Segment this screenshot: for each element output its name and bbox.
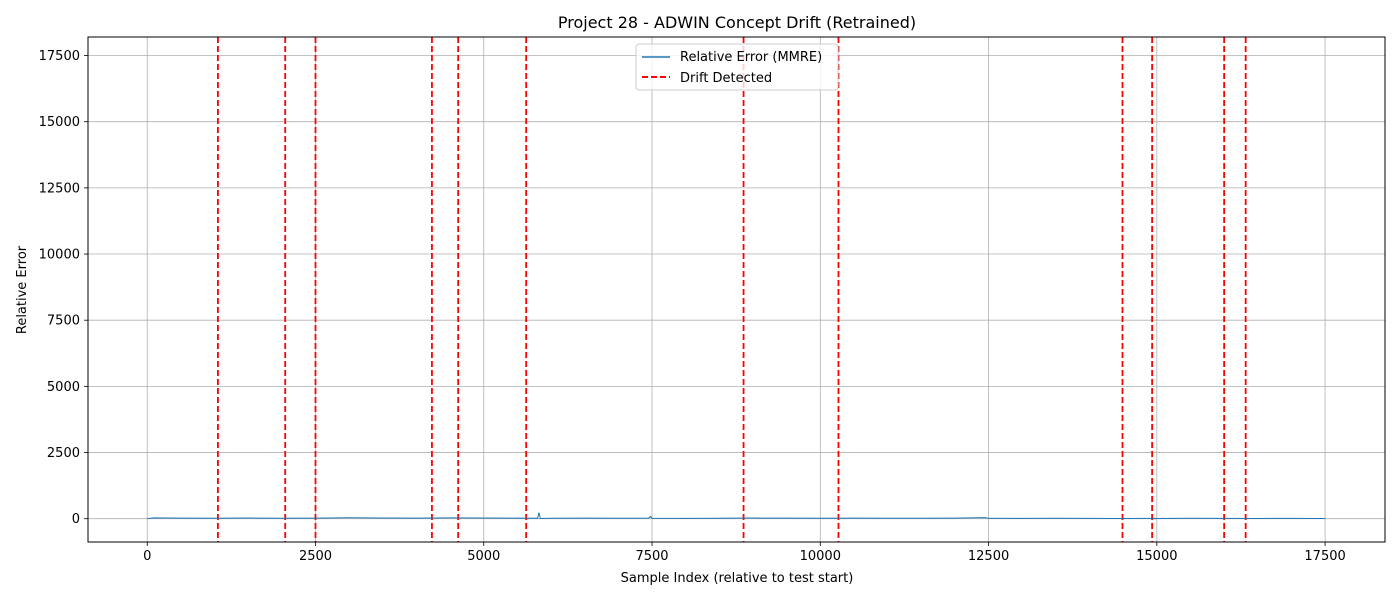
x-tick-label: 5000	[467, 549, 500, 564]
drift-lines	[217, 37, 1247, 542]
legend: Relative Error (MMRE) Drift Detected	[635, 43, 839, 91]
x-tick-label: 10000	[800, 549, 841, 564]
plot-area-frame	[87, 36, 1386, 543]
x-tick-label: 17500	[1304, 549, 1345, 564]
y-tick-label: 10000	[39, 248, 80, 263]
y-axis-label: Relative Error	[15, 245, 30, 334]
y-tick-label: 15000	[39, 115, 80, 130]
legend-label-relative-error: Relative Error (MMRE)	[680, 50, 822, 65]
legend-label-drift-detected: Drift Detected	[680, 71, 772, 86]
x-tick-label: 7500	[635, 549, 668, 564]
legend-box	[635, 43, 839, 91]
y-tick-label: 0	[72, 512, 80, 527]
relative-error-line	[147, 512, 1326, 520]
x-tick-label: 15000	[1136, 549, 1177, 564]
x-tick-label: 12500	[968, 549, 1009, 564]
axis-ticks: 0 2500 5000 7500 10000 12500 15000 17500 0 2500 50…	[39, 49, 1346, 564]
chart-title: Project 28 - ADWIN Concept Drift (Retrai…	[558, 13, 916, 32]
y-tick-label: 17500	[39, 49, 80, 64]
x-tick-label: 0	[143, 549, 151, 564]
x-tick-label: 2500	[299, 549, 332, 564]
grid	[88, 37, 1385, 542]
y-tick-label: 5000	[47, 380, 80, 395]
x-axis-label: Sample Index (relative to test start)	[621, 571, 854, 586]
y-tick-label: 7500	[47, 314, 80, 329]
y-tick-label: 12500	[39, 181, 80, 196]
series	[147, 512, 1326, 520]
y-tick-label: 2500	[47, 446, 80, 461]
